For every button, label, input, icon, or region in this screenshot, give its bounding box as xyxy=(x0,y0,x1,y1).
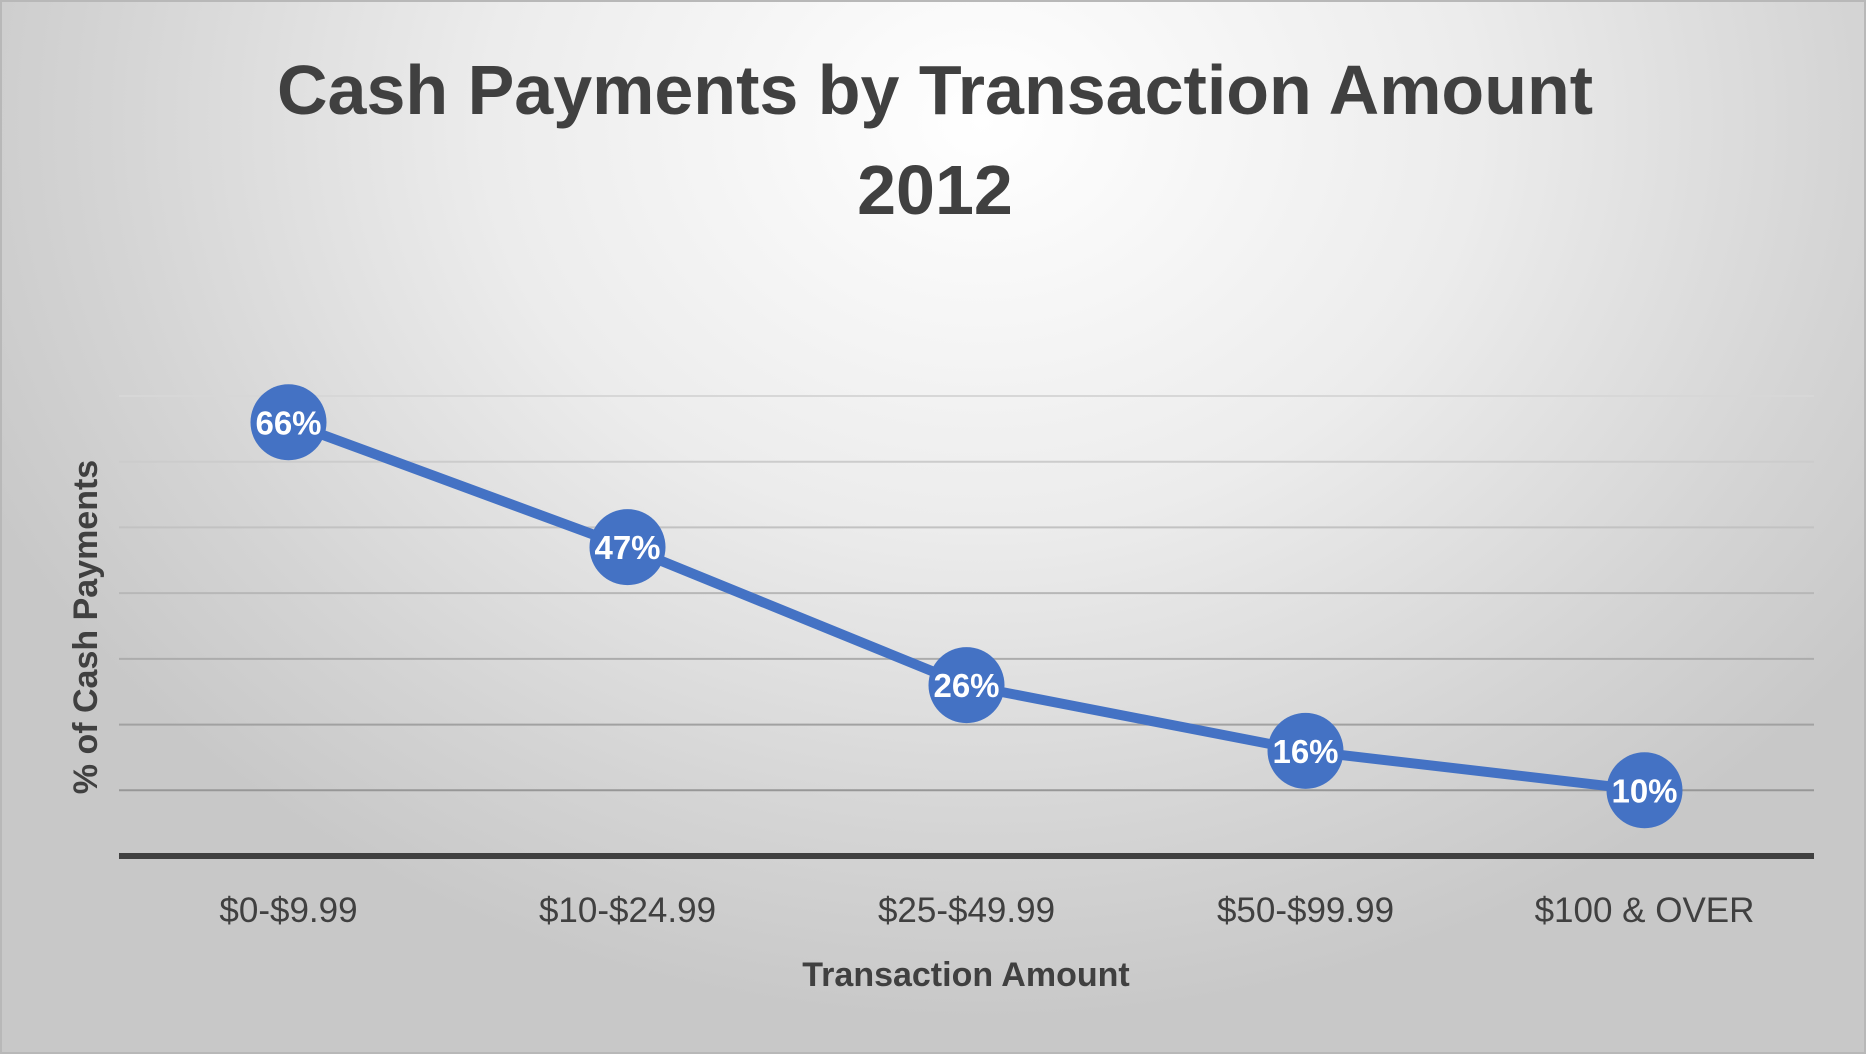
x-tick-label: $50-$99.99 xyxy=(1217,891,1394,930)
x-tick-label: $10-$24.99 xyxy=(539,891,716,930)
x-axis-title: Transaction Amount xyxy=(802,956,1129,994)
y-axis-title: % of Cash Payments xyxy=(67,460,105,794)
data-point-marker xyxy=(1606,752,1683,829)
data-point-marker xyxy=(928,647,1005,724)
chart-title-line-1: Cash Payments by Transaction Amount xyxy=(277,51,1593,129)
data-point-marker xyxy=(250,384,327,461)
series-line xyxy=(286,417,1646,796)
data-point-marker xyxy=(589,509,666,586)
data-label: 10% xyxy=(1611,772,1677,809)
data-label: 47% xyxy=(594,529,660,566)
x-tick-label: $100 & OVER xyxy=(1535,891,1755,930)
data-label: 66% xyxy=(255,404,321,441)
x-tick-label: $25-$49.99 xyxy=(878,891,1055,930)
data-label: 26% xyxy=(933,667,999,704)
data-label: 16% xyxy=(1272,733,1338,770)
chart-title-line-2: 2012 xyxy=(857,151,1013,229)
data-point-marker xyxy=(1267,712,1344,789)
x-tick-label: $0-$9.99 xyxy=(219,891,357,930)
